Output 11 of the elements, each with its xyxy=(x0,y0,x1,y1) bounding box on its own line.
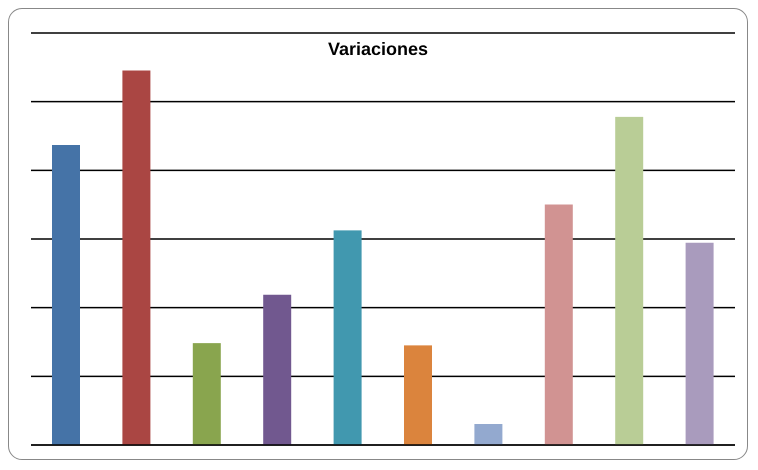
bar xyxy=(334,230,362,445)
bar xyxy=(192,343,221,445)
chart-title: Variaciones xyxy=(326,39,430,60)
bar xyxy=(52,144,80,445)
bar xyxy=(122,70,150,445)
bar xyxy=(263,294,292,445)
bar xyxy=(474,424,502,445)
bar xyxy=(404,345,432,445)
bar xyxy=(615,116,644,445)
bar xyxy=(544,204,573,445)
bar xyxy=(686,242,714,445)
